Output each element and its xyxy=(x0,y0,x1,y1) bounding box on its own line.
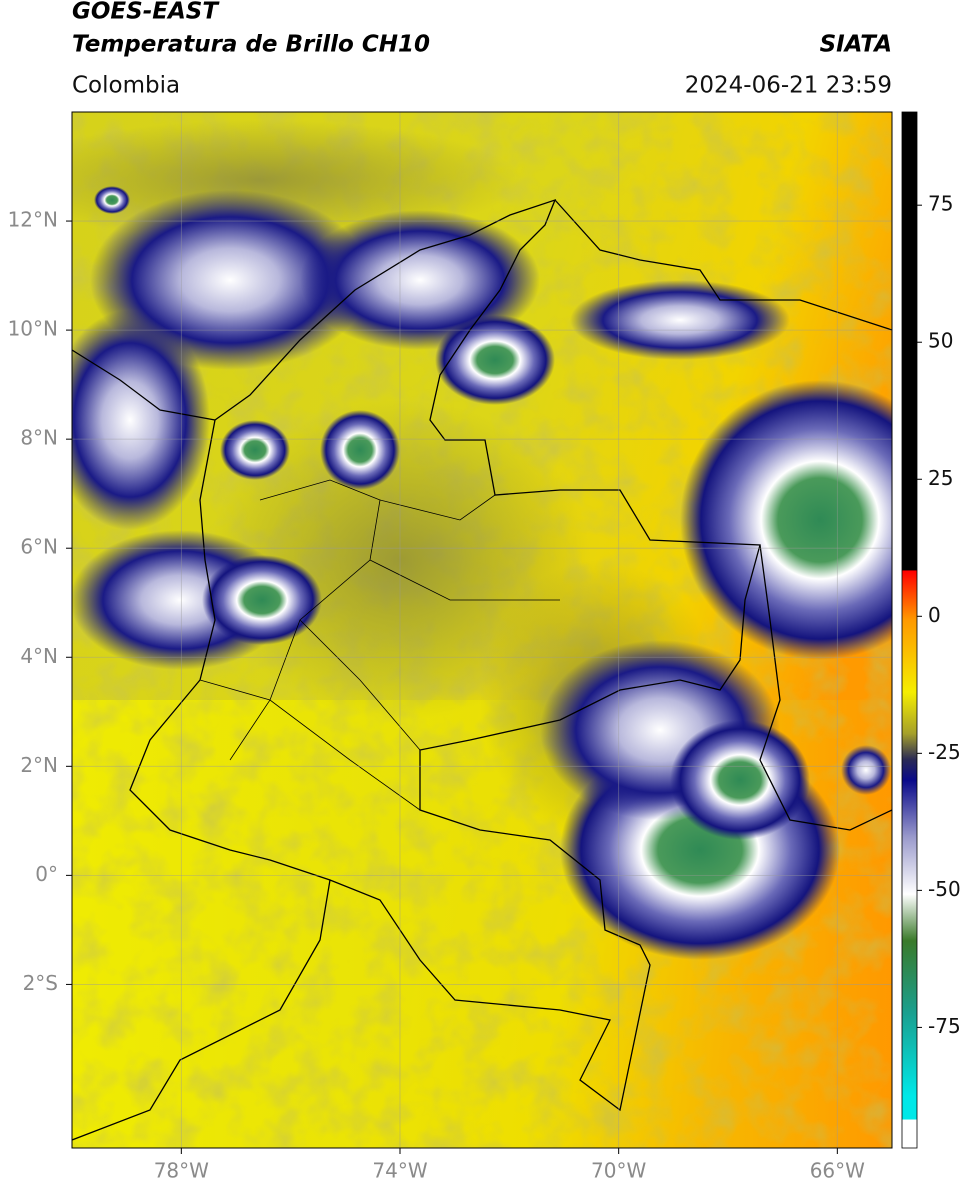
x-tick-label: 66°W xyxy=(810,1159,865,1183)
y-tick-label: 8°N xyxy=(20,426,58,450)
x-tick-label: 78°W xyxy=(154,1159,209,1183)
borders xyxy=(72,198,892,1141)
satellite: GOES-EAST xyxy=(72,0,220,25)
source: SIATA xyxy=(820,32,892,58)
x-tick-label: 74°W xyxy=(372,1159,427,1183)
x-tick-label: 70°W xyxy=(591,1159,646,1183)
colorbar-tick-label: 0 xyxy=(928,603,941,627)
y-tick-label: 0° xyxy=(35,862,58,886)
map-frame xyxy=(71,111,893,1149)
colorbar xyxy=(901,111,918,1149)
colorbar-tick-label: -75 xyxy=(928,1014,961,1038)
y-tick-label: 2°N xyxy=(20,753,58,777)
y-tick-label: 10°N xyxy=(8,317,58,341)
y-tick-label: 2°S xyxy=(23,971,58,995)
y-tick-label: 4°N xyxy=(20,644,58,668)
colorbar-tick-label: 75 xyxy=(928,192,953,216)
colorbar-tick-label: -25 xyxy=(928,740,961,764)
colorbar-tick-label: 50 xyxy=(928,329,953,353)
colorbar-tick-label: 25 xyxy=(928,466,953,490)
product: Temperatura de Brillo CH10 xyxy=(72,32,430,58)
y-tick-label: 12°N xyxy=(8,208,58,232)
region: Colombia xyxy=(72,73,180,99)
datetime: 2024-06-21 23:59 xyxy=(685,73,892,99)
satellite-image xyxy=(72,112,892,1148)
y-tick-label: 6°N xyxy=(20,535,58,559)
grid xyxy=(72,112,892,1148)
colorbar-tick-label: -50 xyxy=(928,877,961,901)
